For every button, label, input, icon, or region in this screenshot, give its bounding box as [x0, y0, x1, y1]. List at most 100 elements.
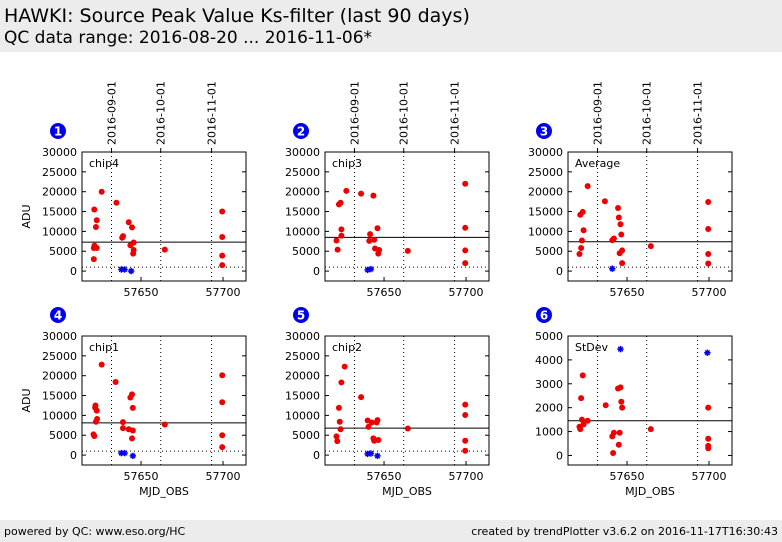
y-tick-label: 25000 — [42, 166, 77, 179]
y-tick-label: 30000 — [285, 330, 320, 343]
panel-number-badge — [293, 307, 309, 323]
data-point — [113, 199, 120, 206]
data-point — [619, 247, 626, 254]
panel-label: chip4 — [89, 157, 119, 170]
data-point — [610, 450, 617, 457]
data-point — [615, 441, 622, 448]
top-date-label: 2016-11-01 — [692, 81, 705, 145]
y-tick-label: 1000 — [535, 426, 563, 439]
top-date-label: 2016-10-01 — [641, 81, 654, 145]
y-tick-label: 4000 — [535, 354, 563, 367]
y-tick-label: 5000 — [292, 245, 320, 258]
y-tick-label: 25000 — [528, 166, 563, 179]
data-point — [219, 432, 226, 439]
data-point — [368, 419, 375, 426]
data-point — [576, 251, 583, 258]
data-point — [647, 426, 654, 433]
data-point — [462, 447, 469, 454]
data-point — [580, 421, 587, 428]
y-tick-label: 20000 — [285, 370, 320, 383]
data-point — [338, 232, 345, 239]
panel-label: StDev — [575, 341, 609, 354]
chart-grid: 2016-09-01 2016-10-01 2016-11-010500010000… — [20, 81, 733, 498]
data-point — [601, 198, 608, 205]
y-tick-label: 2000 — [535, 402, 563, 415]
special-point — [129, 452, 137, 460]
data-point — [129, 435, 136, 442]
panel-4: 0 5000 10000 15000 20000 25000 30000 57650 57700… — [20, 307, 247, 498]
y-tick-label: 20000 — [42, 370, 77, 383]
y-tick-label: 10000 — [42, 409, 77, 422]
data-point — [334, 438, 341, 445]
data-point — [617, 384, 624, 391]
data-point — [219, 262, 226, 269]
data-point — [370, 192, 377, 199]
special-point — [121, 266, 128, 273]
plot-frame — [81, 335, 247, 466]
y-tick-label: 0 — [313, 449, 320, 462]
panel-6: 0 1000 2000 3000 4000 5000 57650 57700 StDev MJD_… — [535, 307, 733, 498]
panel-number-badge — [50, 123, 66, 139]
panel-number: 6 — [540, 309, 548, 323]
y-tick-label: 5000 — [49, 245, 77, 258]
data-point — [90, 256, 97, 263]
panel-number: 2 — [297, 125, 305, 139]
panel-label: Average — [575, 157, 620, 170]
y-axis-label: ADU — [20, 204, 33, 228]
panel-label: chip1 — [89, 341, 119, 354]
y-axis-label: ADU — [20, 388, 33, 412]
plot-frame — [324, 151, 490, 282]
data-point — [374, 225, 381, 232]
data-point — [462, 180, 469, 187]
data-point — [615, 214, 622, 221]
x-tick-label: 57650 — [610, 286, 645, 299]
data-point — [129, 404, 136, 411]
data-point — [335, 404, 342, 411]
data-point — [584, 417, 591, 424]
data-point — [336, 418, 343, 425]
panel-5: 0 5000 10000 15000 20000 25000 30000 57650 57700… — [285, 307, 490, 498]
y-tick-label: 15000 — [42, 390, 77, 403]
data-point — [333, 237, 340, 244]
plot-frame — [567, 335, 733, 466]
special-point — [121, 449, 128, 457]
y-tick-label: 25000 — [42, 350, 77, 363]
data-point — [578, 237, 585, 244]
y-tick-label: 5000 — [535, 330, 563, 343]
panel-number-badge — [536, 123, 552, 139]
special-point — [609, 265, 616, 272]
data-point — [334, 246, 341, 253]
x-tick-label: 57650 — [124, 470, 159, 483]
y-tick-label: 25000 — [285, 350, 320, 363]
x-axis-label: MJD_OBS — [382, 485, 432, 498]
data-point — [219, 208, 226, 215]
y-tick-label: 0 — [70, 449, 77, 462]
y-tick-label: 10000 — [285, 225, 320, 238]
data-point — [462, 224, 469, 231]
data-point — [92, 224, 99, 231]
y-tick-label: 30000 — [285, 146, 320, 159]
data-point — [618, 231, 625, 238]
data-point — [337, 426, 344, 433]
data-point — [619, 404, 626, 411]
data-point — [404, 247, 411, 254]
special-point — [367, 450, 375, 457]
data-point — [579, 372, 586, 379]
footer-timestamp: created by trendPlotter v3.6.2 on 2016-1… — [471, 525, 778, 538]
y-tick-label: 0 — [556, 449, 563, 462]
data-point — [578, 395, 585, 402]
top-date-label: 2016-11-01 — [206, 81, 219, 145]
data-point — [610, 235, 617, 242]
data-point — [219, 399, 226, 406]
data-point — [120, 425, 126, 432]
panel-label: chip3 — [332, 157, 362, 170]
y-tick-label: 15000 — [285, 390, 320, 403]
panel-number: 3 — [540, 125, 548, 139]
y-tick-label: 0 — [556, 265, 563, 278]
panel-number-badge — [293, 123, 309, 139]
x-tick-label: 57650 — [367, 470, 402, 483]
panel-number: 4 — [54, 309, 62, 323]
y-tick-label: 5000 — [292, 429, 320, 442]
data-point — [130, 247, 137, 254]
plot-frame — [567, 151, 733, 282]
